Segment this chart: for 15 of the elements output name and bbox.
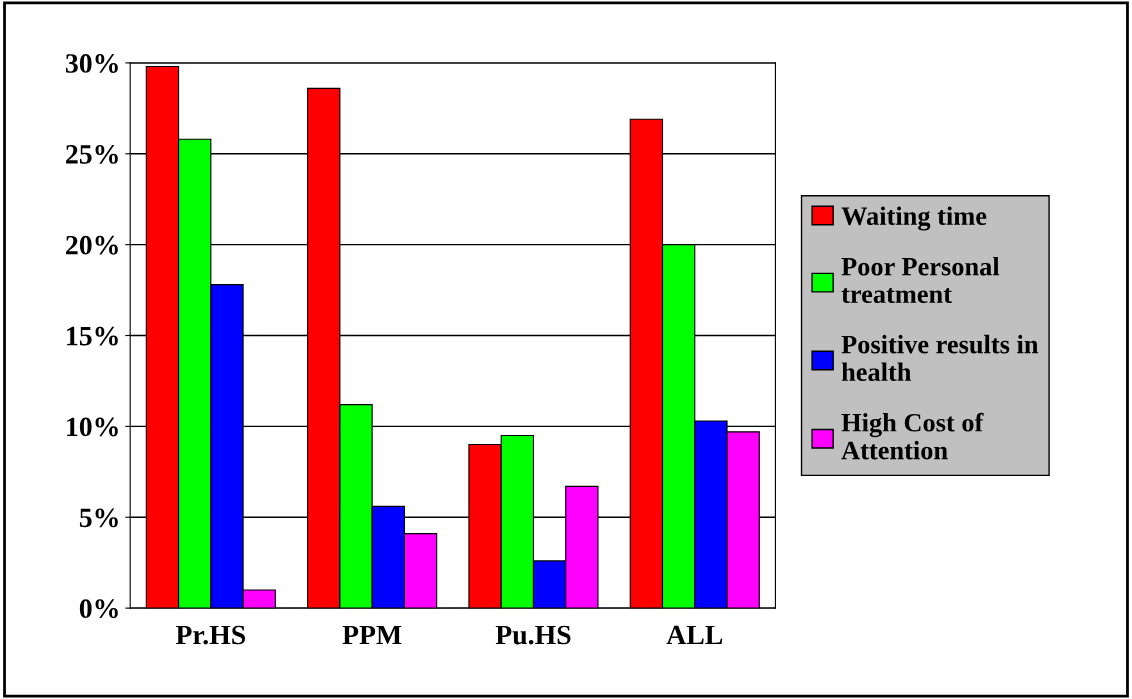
y-tick-label: 25% xyxy=(66,144,118,164)
legend-label: High Cost of Attention xyxy=(841,412,984,460)
x-tick-label: ALL xyxy=(666,625,723,645)
legend-label: Positive results in health xyxy=(841,334,1039,382)
x-tick-label: Pr.HS xyxy=(175,625,246,645)
y-tick-label: 30% xyxy=(65,54,118,73)
y-tick-label: 0% xyxy=(79,599,118,619)
legend-label: Poor Personal treatment xyxy=(841,256,1000,304)
y-tick-label: 10% xyxy=(67,417,118,437)
x-tick-label: Pu.HS xyxy=(495,625,571,645)
legend-label: Waiting time xyxy=(841,206,987,231)
y-tick-label: 20% xyxy=(66,235,118,255)
x-tick-label: PPM xyxy=(342,625,402,645)
y-tick-label: 5% xyxy=(79,508,118,528)
y-tick-label: 15% xyxy=(67,326,118,346)
